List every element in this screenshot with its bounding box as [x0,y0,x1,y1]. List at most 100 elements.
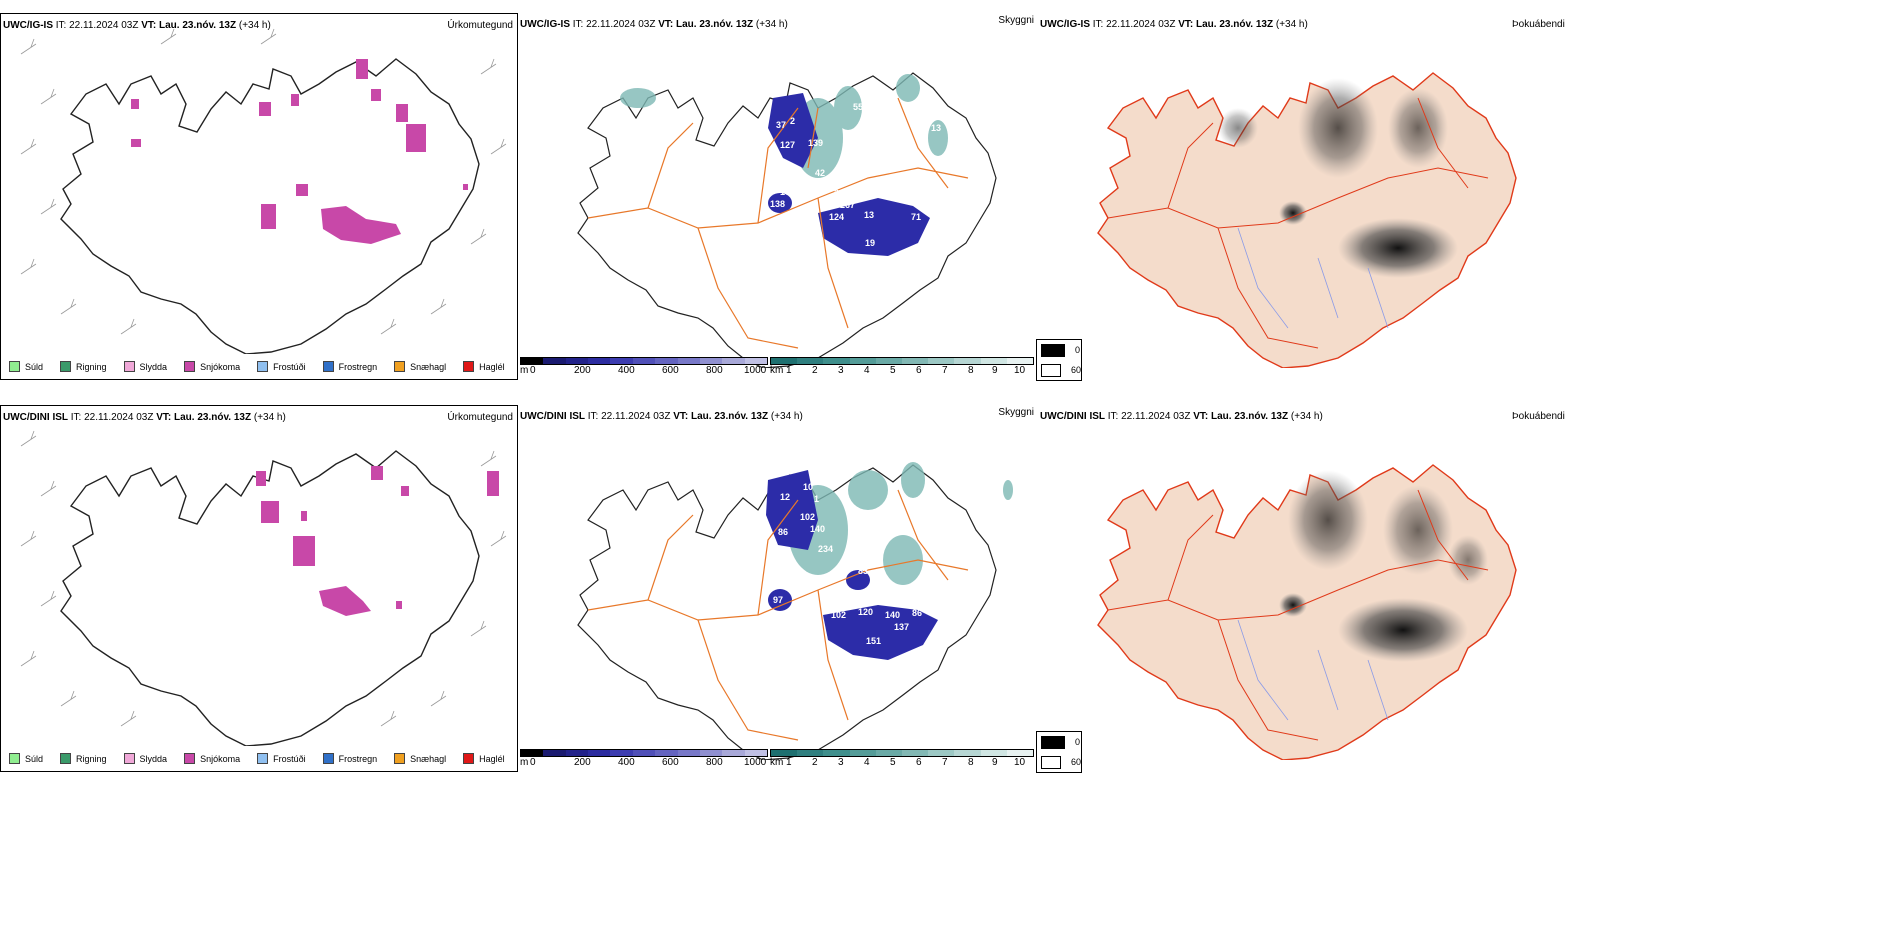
colorbar-swatch [655,750,678,756]
svg-text:19: 19 [865,238,875,248]
legend-item: Súld [9,753,43,764]
svg-text:139: 139 [808,138,823,148]
panel-title: UWC/DINI ISL IT: 22.11.2024 03Z VT: Lau.… [1040,411,1323,422]
svg-text:102: 102 [800,512,815,522]
wind-barbs [20,28,507,335]
svg-text:102: 102 [831,610,846,620]
visibility-m-colorbar: m 0 200 400 600 800 1000 [520,357,768,377]
panel-title: UWC/IG-IS IT: 22.11.2024 03Z VT: Lau. 23… [3,20,271,31]
colorbar-swatch [722,358,745,364]
panel-title: UWC/DINI ISL IT: 22.11.2024 03Z VT: Lau.… [520,411,803,422]
svg-text:86: 86 [912,608,922,618]
snow-areas [256,466,499,616]
colorbar-swatch [849,750,876,756]
svg-text:10: 10 [803,482,813,492]
legend-item: Haglél [463,361,505,372]
colorbar-swatch [722,750,745,756]
colorbar-swatch [521,358,544,364]
svg-text:42: 42 [815,168,825,178]
fog-map-bottom [1097,464,1517,760]
legend-item: Snjókoma [184,753,240,764]
colorbar-swatch [849,358,876,364]
svg-text:103: 103 [853,168,868,178]
legend-item: Haglél [463,753,505,764]
colorbar-swatch [744,358,767,364]
svg-text:117: 117 [833,584,848,594]
low-visibility-areas [768,93,930,256]
svg-text:151: 151 [866,636,881,646]
svg-text:1: 1 [814,494,819,504]
colorbar-swatch [902,750,929,756]
colorbar-swatch [610,358,633,364]
colorbar-swatch [875,750,903,756]
precip-type-panel-top: UWC/IG-IS IT: 22.11.2024 03Z VT: Lau. 23… [0,13,518,380]
visibility-map-top: 37 2 127 139 42 103 55 13 263 267 10 138… [577,72,997,368]
colorbar-swatch [699,750,723,756]
fog-map-top [1097,72,1517,368]
iceland-coastline [60,450,480,746]
svg-text:234: 234 [818,544,833,554]
visibility-panel-bottom: UWC/DINI ISL IT: 22.11.2024 03Z VT: Lau.… [518,405,1038,772]
precip-map-bottom [20,430,507,746]
colorbar-swatch [954,750,981,756]
colorbar-swatch [677,358,700,364]
legend-item: Slydda [123,361,167,372]
colorbar-swatch [1006,358,1034,364]
fog-areas [1218,78,1458,278]
svg-text:12: 12 [780,492,790,502]
colorbar-swatch [588,750,611,756]
panel-type-label: Skyggni [998,15,1034,26]
panel-title: UWC/DINI ISL IT: 22.11.2024 03Z VT: Lau.… [3,412,286,423]
legend-item: Snæhagl [394,753,446,764]
colorbar-swatch [632,358,656,364]
colorbar-swatch [928,750,955,756]
colorbar-swatch [823,358,850,364]
rivers [1237,619,1389,721]
legend-item: Snjókoma [184,361,240,372]
visibility-km-colorbar: km 1 2 3 4 5 6 7 8 9 10 [770,749,1034,769]
svg-text:138: 138 [770,199,785,209]
legend-item: Súld [9,361,43,372]
colorbar-swatch [797,750,824,756]
colorbar-swatch [699,358,723,364]
panel-type-label: Skyggni [998,407,1034,418]
visibility-map-bottom: 12 10 1 160 102 86 140 234 149 83 16 97 … [577,462,1013,760]
low-visibility-areas [766,470,938,660]
legend-item: Rigning [60,753,107,764]
panel-type-label: Þokuábendi [1512,411,1565,422]
colorbar-swatch [521,750,544,756]
visibility-km-colorbar: km 1 2 3 4 5 6 7 8 9 10 [770,357,1034,377]
fog-legend-item: 0 [1037,732,1081,752]
rivers [1237,227,1389,329]
svg-text:140: 140 [810,524,825,534]
svg-text:267: 267 [840,200,855,210]
colorbar-swatch [543,358,566,364]
colorbar-swatch [797,358,824,364]
svg-text:86: 86 [778,527,788,537]
svg-text:97: 97 [773,595,783,605]
panel-type-label: Þokuábendi [1512,19,1565,30]
svg-text:37: 37 [776,120,786,130]
panel-title: UWC/IG-IS IT: 22.11.2024 03Z VT: Lau. 23… [520,19,788,30]
colorbar-swatch [771,358,798,364]
panel-type-label: Úrkomutegund [447,20,513,31]
svg-text:55: 55 [853,102,863,112]
svg-text:13: 13 [930,598,940,608]
fog-panel-top: UWC/IG-IS IT: 22.11.2024 03Z VT: Lau. 23… [1036,13,1900,381]
svg-text:36: 36 [908,592,918,602]
legend-item: Frostregn [322,361,377,372]
colorbar-swatch [565,750,589,756]
colorbar-swatch [980,358,1007,364]
colorbar-swatch [632,750,656,756]
fog-panel-bottom: UWC/DINI ISL IT: 22.11.2024 03Z VT: Lau.… [1036,405,1900,773]
colorbar-swatch [610,750,633,756]
roads [1107,97,1489,349]
svg-text:263: 263 [834,188,849,198]
fog-legend-item: 0 [1037,340,1081,360]
precip-map-top [20,28,507,354]
fog-areas [1279,470,1488,662]
svg-text:149: 149 [868,540,883,550]
svg-text:160: 160 [908,504,923,514]
svg-text:146: 146 [730,594,745,604]
svg-text:120: 120 [858,607,873,617]
